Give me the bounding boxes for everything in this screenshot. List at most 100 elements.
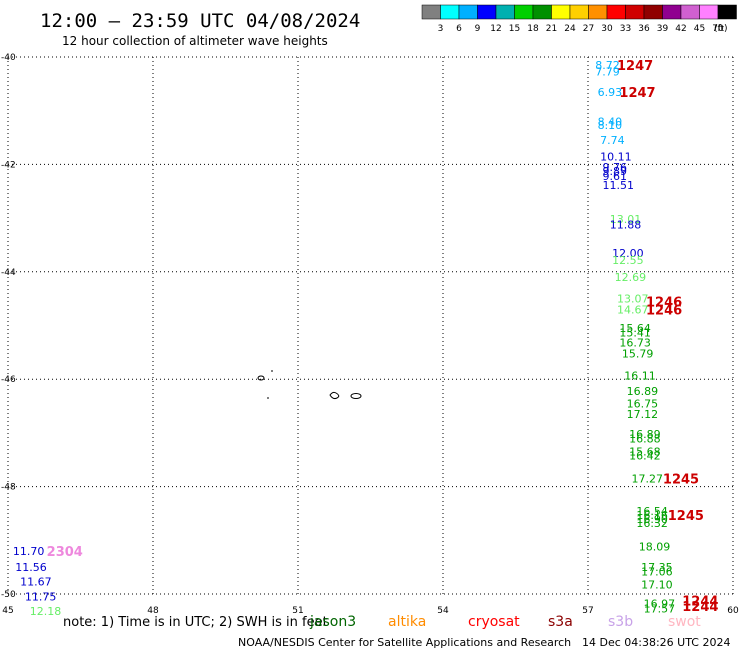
y-tick-label: -40 (1, 53, 16, 63)
wave-height-label: 15.68 (629, 446, 661, 459)
wave-height-label: 17.57 (644, 602, 676, 615)
wave-height-label: 11.70 (13, 545, 45, 558)
y-tick-label: -42 (1, 160, 16, 170)
colorbar-tick: 21 (546, 24, 557, 34)
colorbar-tick: 36 (638, 24, 650, 34)
wave-height-label: 12.00 (612, 247, 644, 260)
colorbar-tick: 12 (490, 24, 501, 34)
colorbar-tick: 30 (601, 24, 613, 34)
island-outlines (257, 370, 362, 400)
wave-height-label: 11.75 (25, 591, 56, 604)
satellite-legend-cryosat: cryosat (468, 614, 520, 630)
footer-credit: NOAA/NESDIS Center for Satellite Applica… (238, 636, 571, 649)
wave-height-label: 16.54 (636, 505, 668, 518)
wave-height-label: 16.73 (619, 337, 651, 350)
colorbar-swatch (588, 4, 608, 20)
colorbar-swatch (514, 4, 534, 20)
x-tick-label: 48 (147, 606, 159, 616)
wave-height-label: 8.10 (598, 119, 623, 132)
wave-height-label: 16.89 (629, 428, 661, 441)
wave-height-label: 7.74 (600, 134, 625, 147)
wave-height-label: 17.10 (641, 578, 673, 591)
wave-height-label: 12.18 (30, 605, 62, 618)
wave-height-label: 16.16 (636, 509, 668, 522)
wave-height-label: 15.41 (619, 326, 651, 339)
wave-height-label: 13.07 (617, 293, 649, 306)
colorbar-tick: 42 (675, 24, 686, 34)
wave-height-label: 18.09 (639, 541, 671, 554)
wave-height-label: 17.35 (641, 561, 673, 574)
satellite-legend-altika: altika (388, 614, 426, 630)
wave-height-label: 17.27 (632, 473, 664, 486)
chart-title: 12:00 – 23:59 UTC 04/08/2024 (40, 10, 360, 32)
wave-height-label: 14.67 (617, 303, 649, 316)
wave-height-label: 16.75 (627, 397, 659, 410)
colorbar-tick: 45 (694, 24, 705, 34)
pass-number-label: 1246 (646, 303, 682, 318)
pass-number-label: 1245 (663, 473, 699, 488)
colorbar-tick: 15 (509, 24, 520, 34)
wave-height-label: 6.93 (598, 86, 623, 99)
wave-height-label: 9.76 (603, 161, 628, 174)
colorbar-tick: 18 (527, 24, 539, 34)
colorbar-tick: 39 (657, 24, 669, 34)
colorbar-swatch (440, 4, 460, 20)
colorbar-swatch (625, 4, 645, 20)
footer-timestamp: 14 Dec 04:38:26 UTC 2024 (582, 636, 730, 649)
colorbar-swatch (606, 4, 626, 20)
colorbar-swatch (643, 4, 663, 20)
wave-height-label: 11.56 (15, 561, 47, 574)
pass-number-label: 1244 (682, 594, 718, 609)
wave-height-label: 17.12 (627, 408, 659, 421)
wave-height-label: 11.67 (20, 576, 52, 589)
colorbar-swatch (569, 4, 589, 20)
wave-height-label: 16.88 (629, 432, 661, 445)
colorbar-swatch (662, 4, 682, 20)
pass-number-label: 1244 (682, 600, 718, 615)
colorbar-tick: 33 (620, 24, 631, 34)
colorbar-swatch (717, 4, 737, 20)
colorbar-swatch (495, 4, 515, 20)
wave-height-label: 7.79 (595, 65, 620, 78)
x-tick-label: 57 (582, 606, 593, 616)
colorbar-unit: (ft) (714, 24, 728, 34)
colorbar-swatch (551, 4, 571, 20)
wave-height-label: 15.64 (619, 322, 651, 335)
y-tick-label: -50 (1, 590, 16, 600)
pass-number-label: 1247 (617, 59, 653, 74)
wave-height-label: 17.06 (641, 565, 673, 578)
colorbar-tick: 9 (475, 24, 481, 34)
pass-number-label: 2304 (47, 545, 83, 560)
colorbar-swatch (421, 4, 441, 20)
footer-note: note: 1) Time is in UTC; 2) SWH is in fe… (63, 615, 328, 630)
wave-height-label: 12.69 (615, 271, 647, 284)
y-tick-label: -46 (1, 375, 16, 385)
plot-grid (7, 56, 734, 595)
x-tick-label: 54 (437, 606, 449, 616)
wave-height-label: 16.89 (627, 385, 659, 398)
satellite-legend-s3b: s3b (608, 614, 633, 630)
colorbar-tick: 24 (564, 24, 576, 34)
colorbar-tick: 3 (438, 24, 444, 34)
satellite-legend-swot: swot (668, 614, 701, 630)
data-points: 8.727.79 6.93 8.408.10 7.74 10.119.769.899.6… (13, 59, 675, 618)
wave-height-label: 16.32 (636, 517, 668, 530)
wave-height-label: 11.51 (603, 179, 635, 192)
colorbar-tick: 27 (583, 24, 594, 34)
plot-axes: 45 48 51 54 57 60 -40 -42 -44 -46 -48 -50 (1, 53, 739, 616)
satellite-legend: jason3 altika cryosat s3a s3b swot (309, 614, 701, 630)
x-tick-label: 45 (2, 606, 13, 616)
colorbar-tick: 70 (712, 24, 724, 34)
wave-height-label: 8.40 (598, 115, 623, 128)
y-tick-label: -48 (1, 483, 16, 493)
wave-height-label: 9.89 (603, 165, 628, 178)
wave-height-label: 10.11 (600, 150, 632, 163)
wave-height-label: 16.97 (644, 598, 676, 611)
colorbar-swatch (699, 4, 719, 20)
colorbar-swatch (477, 4, 497, 20)
wave-height-label: 13.01 (610, 213, 642, 226)
chart-subtitle: 12 hour collection of altimeter wave hei… (62, 34, 328, 48)
x-tick-label: 60 (727, 606, 739, 616)
